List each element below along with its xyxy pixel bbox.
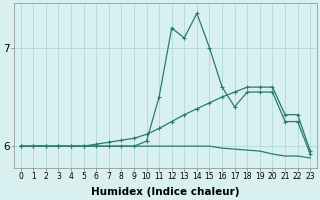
X-axis label: Humidex (Indice chaleur): Humidex (Indice chaleur) (91, 187, 240, 197)
